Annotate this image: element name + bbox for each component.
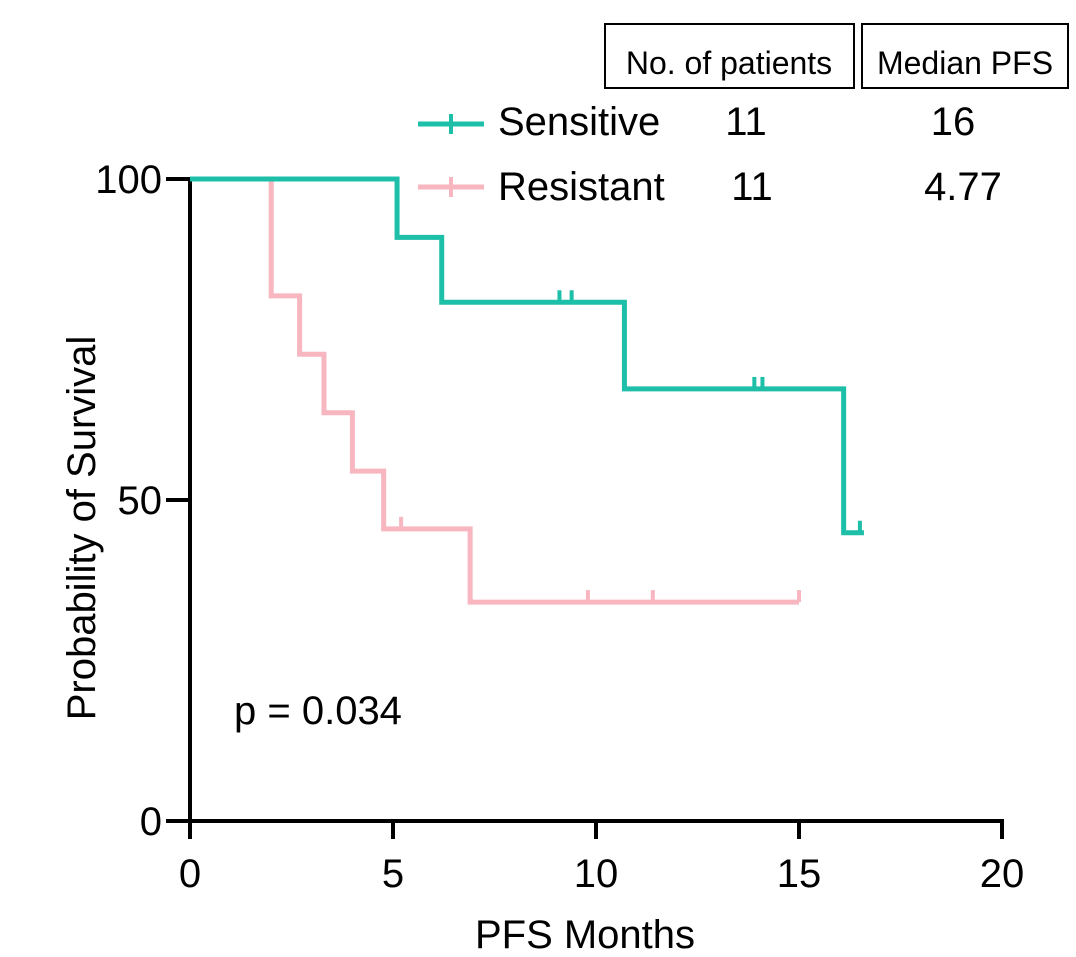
x-tick-label-20: 20 (980, 852, 1025, 896)
legend-label-resistant: Resistant (498, 165, 665, 209)
series-resistant (190, 176, 801, 605)
header-box-patients (604, 23, 855, 89)
series-layer (190, 176, 864, 605)
legend: Sensitive 11 16 Resistant 11 4.77 (418, 100, 1002, 209)
x-axis-title: PFS Months (475, 913, 695, 957)
series-sensitive (190, 176, 864, 536)
survival-curve-resistant (190, 176, 799, 605)
header-median-pfs: Median PFS (877, 45, 1053, 81)
legend-n-resistant: 11 (731, 165, 773, 209)
x-tick-label-5: 5 (382, 852, 404, 896)
x-tick-label-15: 15 (777, 852, 822, 896)
y-ticks: 0 50 100 (95, 158, 190, 844)
survival-curve-sensitive (190, 176, 864, 536)
header-no-of-patients: No. of patients (626, 45, 832, 81)
legend-median-resistant: 4.77 (924, 165, 1002, 209)
legend-table-header: No. of patients Median PFS (604, 23, 1069, 89)
p-value-annotation: p = 0.034 (234, 689, 402, 733)
y-tick-label-50: 50 (118, 479, 163, 523)
x-tick-label-0: 0 (179, 852, 201, 896)
x-tick-label-10: 10 (574, 852, 619, 896)
y-tick-label-100: 100 (95, 158, 162, 202)
y-tick-label-0: 0 (140, 800, 162, 844)
legend-label-sensitive: Sensitive (498, 100, 660, 144)
legend-median-sensitive: 16 (931, 100, 976, 144)
header-box-median (861, 23, 1069, 89)
legend-n-sensitive: 11 (725, 100, 767, 144)
y-axis-title: Probability of Survival (60, 336, 104, 721)
x-ticks: 0 5 10 15 20 (179, 821, 1024, 896)
